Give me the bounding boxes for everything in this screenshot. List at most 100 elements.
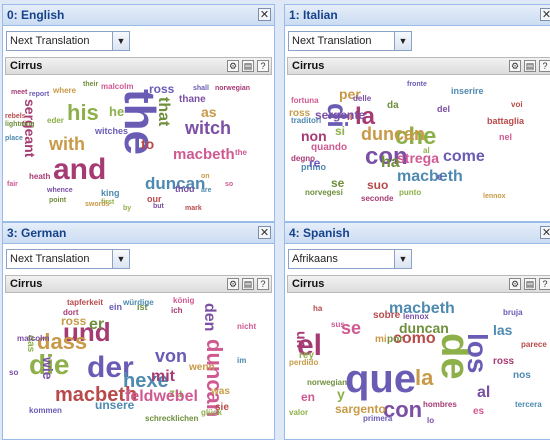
cloud-word[interactable]: witch [185,118,232,138]
cloud-word[interactable]: sergente [315,108,366,122]
cloud-word[interactable]: norwegian [215,85,251,92]
cloud-word[interactable]: wie [40,357,56,380]
cloud-word[interactable]: to [141,136,155,152]
cloud-word[interactable]: heath [29,172,51,181]
cloud-word[interactable]: de [433,333,477,380]
cloud-word[interactable]: the [235,148,247,157]
cloud-word[interactable]: their [83,81,99,88]
cloud-word[interactable]: en [301,390,316,404]
cloud-word[interactable]: por [387,334,404,345]
cloud-word[interactable]: wenn [189,362,215,373]
cloud-word[interactable]: las [493,322,513,338]
cloud-word[interactable]: meet [11,89,28,96]
cloud-word[interactable]: lennox [483,193,506,200]
cloud-word[interactable]: von [155,346,188,366]
cloud-word[interactable]: inserire [451,86,484,96]
translation-select[interactable]: Next Translation ▼ [6,31,130,51]
help-icon[interactable]: ? [257,278,269,290]
cloud-word[interactable]: our [147,194,162,204]
chevron-down-icon[interactable]: ▼ [394,32,411,50]
chevron-down-icon[interactable]: ▼ [394,250,411,268]
cloud-word[interactable]: tercera [515,400,542,409]
cloud-word[interactable]: macbeth [389,300,455,317]
help-icon[interactable]: ? [539,278,550,290]
cloud-word[interactable]: the [115,89,164,155]
cloud-word[interactable]: el [297,329,323,362]
cloud-word[interactable]: ross [61,314,87,328]
cloud-word[interactable]: macbeth [55,384,138,406]
cloud-word[interactable]: his [67,100,99,125]
cloud-word[interactable]: ross [493,356,515,367]
cloud-word[interactable]: ha [381,154,400,171]
cloud-word[interactable]: das [25,335,36,353]
cloud-word[interactable]: der [87,351,134,384]
cloud-word[interactable]: den [201,303,218,332]
cloud-word[interactable]: und [63,317,111,347]
cloud-word[interactable]: si [335,124,346,138]
close-icon[interactable]: ✕ [540,226,550,239]
cloud-word[interactable]: punto [399,188,422,197]
cloud-word[interactable]: il [347,112,353,123]
cloud-word[interactable]: parece [521,340,547,349]
chevron-down-icon[interactable]: ▼ [112,250,129,268]
cloud-word[interactable]: degno [291,154,315,163]
translation-select[interactable]: Next Translation ▼ [6,249,130,269]
gear-icon[interactable]: ⚙ [509,60,521,72]
cloud-word[interactable]: quando [311,142,348,153]
cloud-word[interactable]: los [462,333,493,374]
cloud-word[interactable]: macbeth [173,146,235,163]
cloud-word[interactable]: könig [173,296,195,305]
cloud-word[interactable]: ich [171,306,183,315]
cloud-word[interactable]: per [339,86,361,102]
cloud-word[interactable]: hexe [123,370,169,392]
cloud-word[interactable]: con [365,143,408,170]
cloud-word[interactable]: y [337,386,345,402]
cloud-word[interactable]: report [29,91,50,98]
save-icon[interactable]: ▤ [242,278,254,290]
cloud-word[interactable]: as [201,104,217,120]
cloud-word[interactable]: ross [289,108,311,119]
cloud-word[interactable]: thane [179,94,206,105]
cloud-word[interactable]: mi [375,334,387,345]
cloud-word[interactable]: dort [63,308,79,317]
cloud-word[interactable]: delle [353,94,372,103]
cloud-word[interactable]: unsere [95,398,135,412]
cloud-word[interactable]: he [109,104,125,119]
cloud-word[interactable]: non [301,128,327,144]
close-icon[interactable]: ✕ [258,226,271,239]
cloud-word[interactable]: fair [7,181,18,188]
cloud-word[interactable]: ist [137,302,148,312]
cloud-word[interactable]: seconde [361,194,394,203]
cloud-word[interactable]: al [423,146,430,155]
cloud-word[interactable]: primo [301,162,327,172]
cloud-word[interactable]: rebels [5,113,26,120]
cloud-word[interactable]: strega [397,150,440,166]
cloud-word[interactable]: sie [215,402,229,413]
cloud-word[interactable]: primera [363,414,393,423]
cloud-word[interactable]: swords [85,201,110,208]
gear-icon[interactable]: ⚙ [509,278,521,290]
cloud-word[interactable]: malcolm [101,82,134,91]
save-icon[interactable]: ▤ [524,278,536,290]
cloud-word[interactable]: duncan [399,320,449,336]
cloud-word[interactable]: thou [175,184,195,194]
cloud-word[interactable]: with [49,134,85,154]
cloud-word[interactable]: by [123,205,132,212]
cloud-word[interactable]: se [331,176,345,190]
cloud-word[interactable]: schrecklichen [145,414,199,423]
cloud-word[interactable]: on [201,173,210,180]
cloud-word[interactable]: la [355,103,376,130]
save-icon[interactable]: ▤ [524,60,536,72]
cloud-word[interactable]: rey [299,350,315,361]
cloud-word[interactable]: kommen [29,406,62,415]
cloud-word[interactable]: die [29,349,70,380]
cloud-word[interactable]: duncan [361,124,426,144]
cloud-word[interactable]: zu [169,386,183,400]
chevron-down-icon[interactable]: ▼ [112,32,129,50]
cloud-word[interactable]: lightning [5,121,35,128]
cloud-word[interactable]: king [101,188,120,198]
cloud-word[interactable]: di [322,103,353,128]
cloud-word[interactable]: point [49,197,67,204]
help-icon[interactable]: ? [539,60,550,72]
cloud-word[interactable]: como [393,330,436,347]
